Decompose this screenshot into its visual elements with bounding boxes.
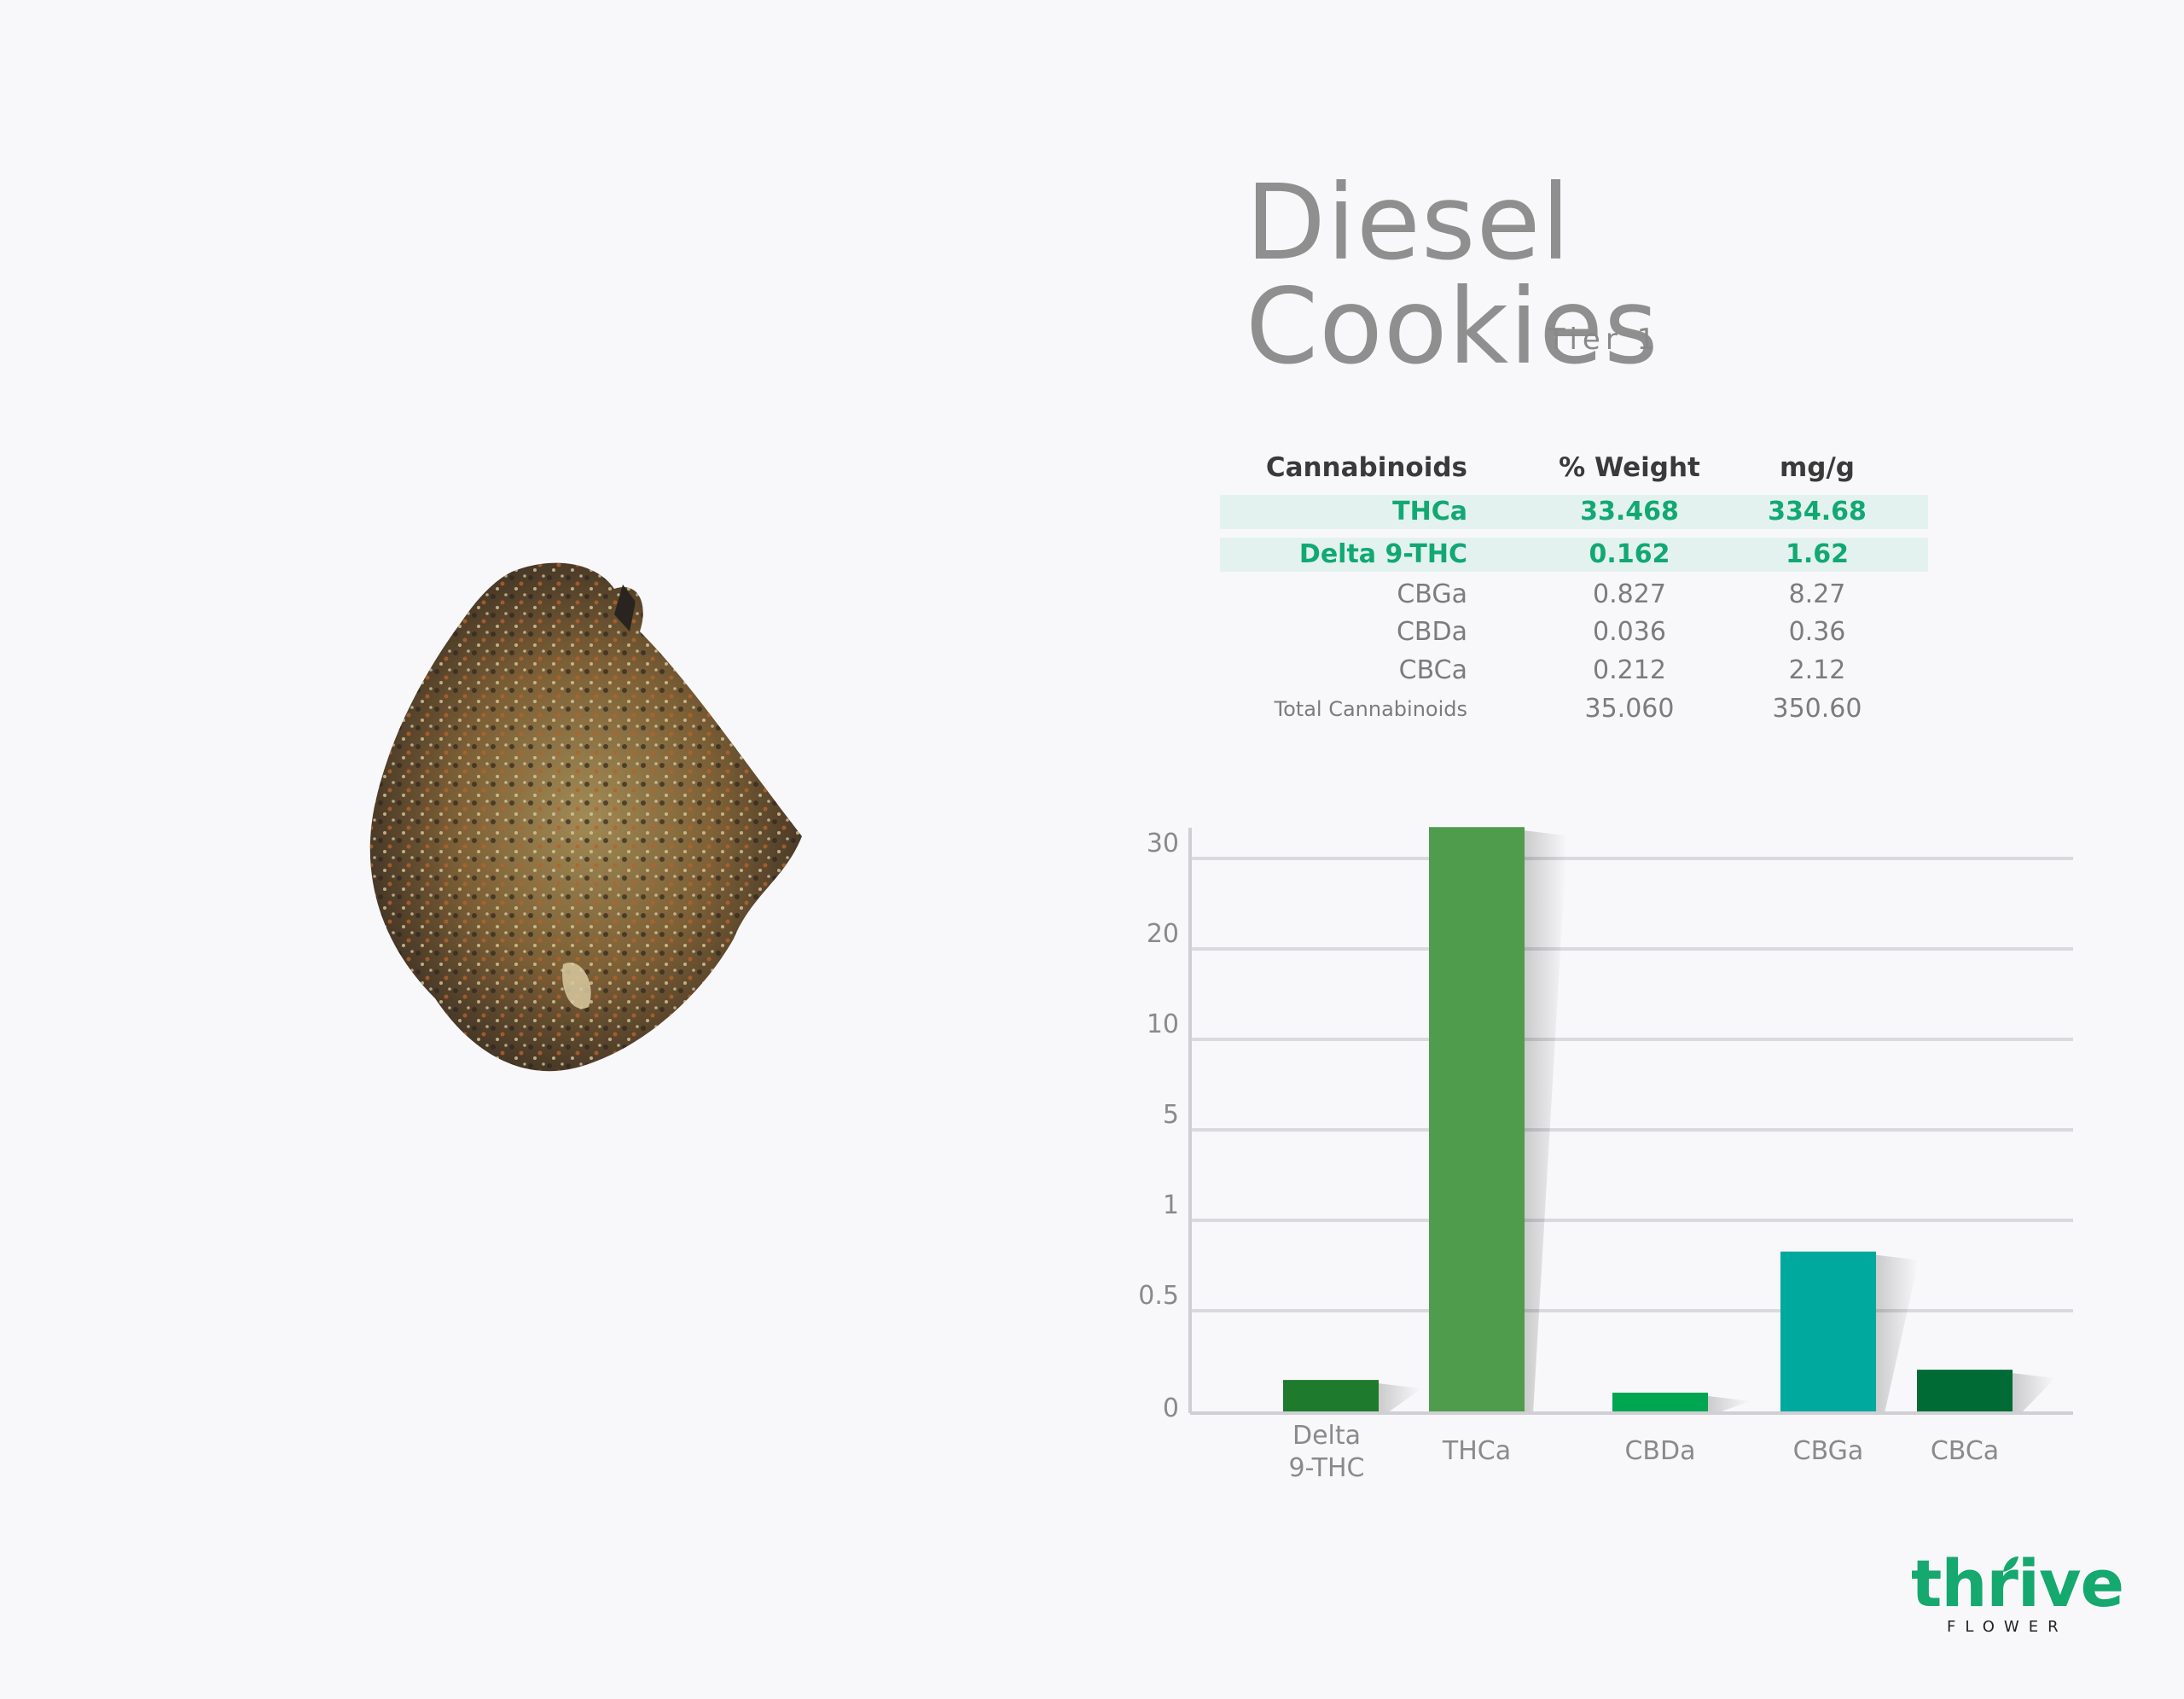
y-tick-label: 5	[1163, 1100, 1179, 1130]
x-tick-label: CBCa	[1931, 1436, 1999, 1466]
y-tick-label: 0.5	[1138, 1281, 1179, 1311]
cannabinoid-mg: 8.27	[1788, 579, 1846, 609]
y-tick-label: 1	[1163, 1190, 1179, 1220]
bar-cbca	[1917, 1370, 2013, 1413]
table-row: Delta 9-THC 0.162 1.62	[1220, 538, 1928, 572]
cannabinoid-name: CBCa	[1398, 655, 1467, 685]
bar-shadow	[1708, 1396, 1751, 1413]
y-tick-label: 0	[1163, 1394, 1179, 1423]
cannabinoid-mg: 334.68	[1768, 497, 1867, 527]
table-header-row: Cannabinoids % Weight mg/g	[1220, 444, 1928, 492]
cannabinoid-name: CBDa	[1396, 617, 1467, 647]
table-row-total: Total Cannabinoids 35.060 350.60	[1220, 689, 1928, 728]
cannabinoid-name: THCa	[1392, 497, 1467, 527]
cannabinoid-name: Delta 9-THC	[1298, 539, 1467, 569]
cannabinoid-name: CBGa	[1397, 579, 1467, 609]
x-tick-label: 9-THC	[1289, 1453, 1365, 1483]
cannabinoid-weight: 35.060	[1584, 694, 1675, 724]
cannabinoid-mg: 1.62	[1785, 539, 1850, 569]
bar-shadow	[1876, 1254, 1919, 1413]
x-tick-label: THCa	[1442, 1436, 1511, 1466]
y-tick-label: 10	[1147, 1010, 1179, 1039]
cannabinoid-weight: 0.212	[1593, 655, 1666, 685]
cannabinoid-name: Total Cannabinoids	[1274, 697, 1467, 721]
product-tier: Tier 1	[1547, 323, 1661, 357]
table-row: CBGa 0.827 8.27	[1220, 575, 1928, 613]
cannabinoid-mg: 0.36	[1788, 617, 1846, 647]
bar-shadow	[1525, 830, 1567, 1413]
bar-shadow	[2013, 1373, 2055, 1413]
bar-cbga	[1780, 1251, 1876, 1413]
column-header-mg: mg/g	[1779, 452, 1855, 483]
product-photo	[369, 562, 802, 1072]
cannabinoid-weight: 0.827	[1593, 579, 1666, 609]
bar-thca	[1429, 827, 1525, 1413]
brand-logo-wordmark: thrive	[1911, 1545, 2124, 1621]
product-title: Diesel Cookies	[1246, 162, 1659, 387]
y-tick-label: 30	[1147, 829, 1179, 858]
cannabinoid-table: Cannabinoids % Weight mg/g THCa 33.468 3…	[1220, 444, 1928, 728]
cannabinoid-weight: 0.162	[1589, 539, 1670, 569]
table-row: THCa 33.468 334.68	[1220, 495, 1928, 529]
brand-logo-subtitle: FLOWER	[1947, 1618, 2068, 1636]
y-tick-label: 20	[1147, 919, 1179, 949]
table-row: CBCa 0.212 2.12	[1220, 651, 1928, 689]
column-header-cannabinoids: Cannabinoids	[1265, 452, 1467, 483]
bar-delta-9-thc	[1283, 1380, 1379, 1413]
bar-cbda	[1612, 1393, 1708, 1413]
bar-shadow	[1379, 1383, 1421, 1413]
table-row: CBDa 0.036 0.36	[1220, 613, 1928, 651]
x-tick-label: Delta	[1292, 1421, 1361, 1451]
x-tick-label: CBGa	[1793, 1436, 1864, 1466]
x-tick-label: CBDa	[1624, 1436, 1695, 1466]
leaf-icon	[2003, 1556, 2018, 1572]
cannabinoid-mg: 2.12	[1788, 655, 1846, 685]
column-header-weight: % Weight	[1559, 452, 1700, 483]
cannabinoid-weight: 0.036	[1593, 617, 1666, 647]
cannabinoid-mg: 350.60	[1772, 694, 1862, 724]
cannabinoid-weight: 33.468	[1580, 497, 1679, 527]
